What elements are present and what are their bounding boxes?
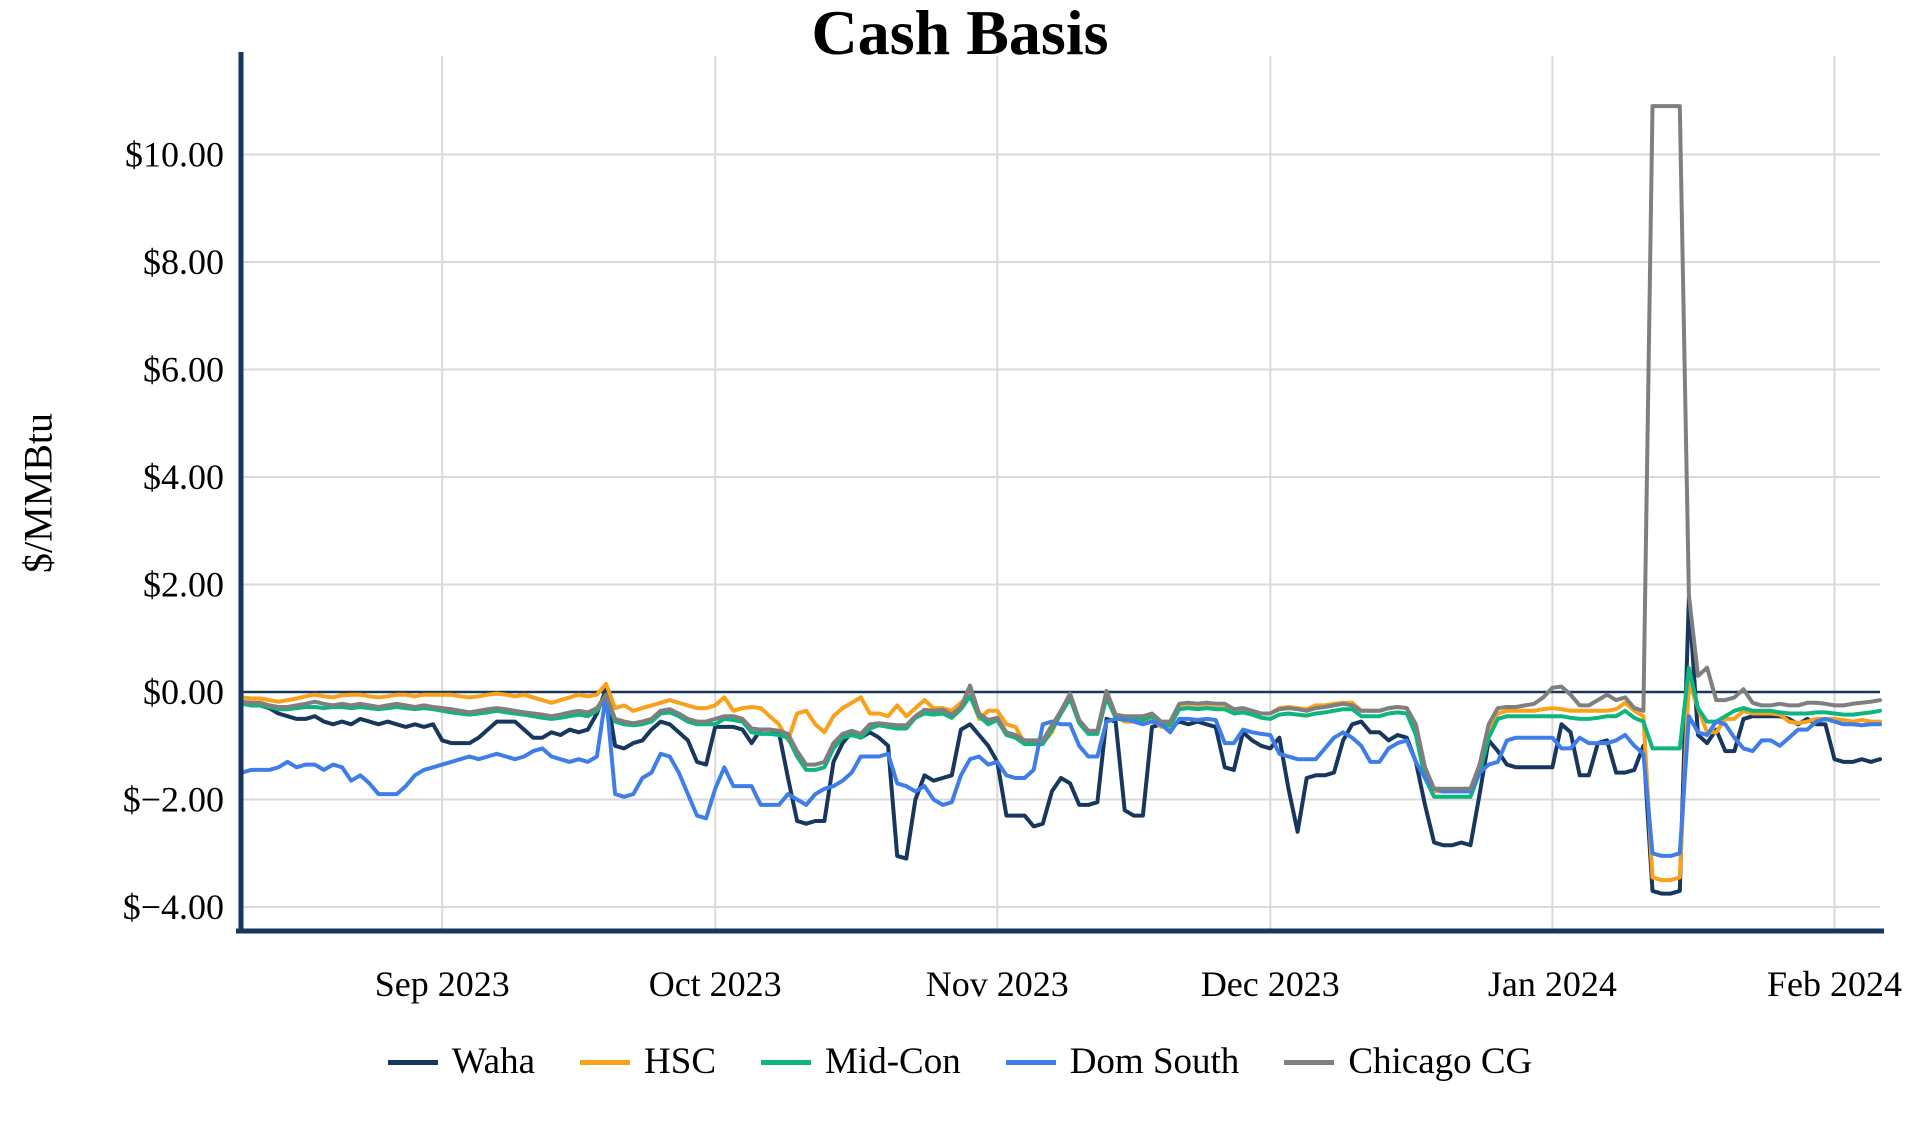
y-tick-label: $−2.00	[123, 780, 224, 820]
chart-legend: Waha HSC Mid-Con Dom South Chicago CG	[0, 1036, 1920, 1088]
x-tick-label: Jan 2024	[1488, 964, 1617, 1004]
y-tick-label: $0.00	[143, 672, 224, 712]
legend-swatch	[580, 1059, 631, 1065]
legend-item-dom-south: Dom South	[1005, 1036, 1240, 1088]
cash-basis-line-chart: $10.00 $8.00 $6.00 $4.00 $2.00 $0.00 $−2.00 $−4…	[123, 52, 1902, 1004]
legend-swatch	[1005, 1059, 1056, 1065]
y-tick-label: $2.00	[143, 565, 224, 605]
y-tick-label: $6.00	[143, 350, 224, 390]
legend-label: Waha	[451, 1041, 536, 1082]
y-tick-label: $10.00	[125, 135, 224, 175]
x-tick-label: Feb 2024	[1767, 964, 1902, 1004]
legend-label: Dom South	[1069, 1041, 1240, 1082]
legend-item-waha: Waha	[387, 1036, 536, 1088]
legend-label: HSC	[644, 1041, 717, 1082]
x-tick-label: Oct 2023	[649, 964, 782, 1004]
legend-item-hsc: HSC	[580, 1036, 716, 1088]
y-tick-label: $8.00	[143, 242, 224, 282]
legend-item-chicago-cg: Chicago CG	[1284, 1036, 1532, 1088]
x-tick-label: Sep 2023	[375, 964, 510, 1004]
chart-title: Cash Basis	[811, 0, 1109, 68]
series-line-dom-south	[240, 692, 1882, 858]
legend-label: Chicago CG	[1348, 1041, 1533, 1082]
legend-item-mid-con: Mid-Con	[761, 1036, 961, 1088]
legend-swatch	[1284, 1059, 1335, 1065]
y-tick-label: $4.00	[143, 457, 224, 497]
y-tick-label: $−4.00	[123, 887, 224, 927]
series-line-waha	[240, 595, 1882, 896]
series-line-chicago-cg	[240, 104, 1882, 791]
legend-swatch	[761, 1059, 812, 1065]
legend-label: Mid-Con	[825, 1041, 961, 1082]
x-tick-label: Nov 2023	[926, 964, 1069, 1004]
x-tick-label: Dec 2023	[1201, 964, 1340, 1004]
legend-swatch	[387, 1059, 438, 1065]
